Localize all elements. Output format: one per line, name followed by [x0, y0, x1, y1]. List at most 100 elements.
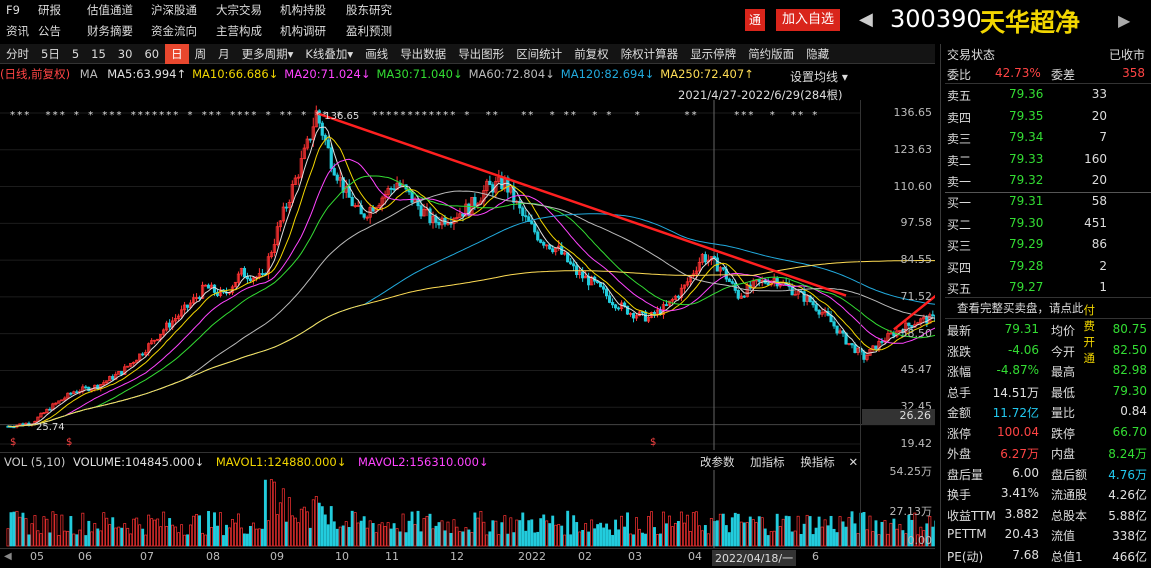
- toolbar-item[interactable]: 30: [112, 44, 139, 64]
- toolbar-item[interactable]: 除权计算器: [615, 44, 685, 64]
- top-menu-item[interactable]: 主营构成: [216, 23, 262, 39]
- bid-price: 79.30: [1009, 216, 1043, 230]
- volume-bar: [543, 515, 545, 546]
- toolbar-item[interactable]: 5: [66, 44, 85, 64]
- scroll-left-icon[interactable]: ◀: [4, 551, 12, 562]
- prev-stock-icon[interactable]: ◀: [859, 9, 873, 30]
- connect-button[interactable]: 通: [745, 9, 765, 31]
- weicha-value: 358: [1122, 66, 1145, 80]
- top-menu-item[interactable]: 财务摘要: [87, 23, 133, 39]
- top-menu-item[interactable]: 资讯: [6, 23, 29, 39]
- top-menu-item[interactable]: 公告: [38, 23, 61, 39]
- volume-bar: [719, 514, 721, 546]
- toolbar-item[interactable]: 月: [212, 44, 236, 64]
- bid-price: 79.31: [1009, 194, 1043, 208]
- toolbar-item[interactable]: 更多周期▾: [236, 44, 300, 64]
- stat-value: 79.30: [1113, 384, 1147, 398]
- toolbar-item[interactable]: 简约版面: [742, 44, 800, 64]
- volume-bar: [58, 535, 60, 546]
- volume-bar: [456, 527, 458, 546]
- volume-chart[interactable]: [0, 470, 935, 548]
- bid-price: 79.27: [1009, 280, 1043, 294]
- toolbar-item[interactable]: 分时: [0, 44, 35, 64]
- switch-indicator-button[interactable]: 换指标: [800, 455, 835, 469]
- toolbar-item[interactable]: 前复权: [568, 44, 615, 64]
- toolbar-item[interactable]: 导出图形: [452, 44, 510, 64]
- weicha-label: 委差: [1051, 66, 1075, 83]
- volume-bar: [297, 523, 299, 546]
- ma120-line: [8, 214, 935, 427]
- candle-body: [207, 285, 209, 288]
- toolbar-item[interactable]: 导出数据: [394, 44, 452, 64]
- volume-bar: [438, 523, 440, 546]
- volume-bar: [160, 527, 162, 546]
- kline-chart[interactable]: * * * * * * * * * * * * * * * * * * * * * * * * * * * * * * * * * * * * * * * *…: [0, 100, 935, 450]
- volume-bar: [148, 515, 150, 546]
- edit-params-button[interactable]: 改参数: [700, 455, 735, 469]
- toolbar-item[interactable]: 显示停牌: [684, 44, 742, 64]
- volume-bar: [13, 512, 15, 546]
- volume-bar: [492, 521, 494, 546]
- volume-bar: [749, 517, 751, 546]
- top-menu-item[interactable]: 机构调研: [280, 23, 326, 39]
- volume-bar: [767, 535, 769, 546]
- volume-bar: [417, 511, 419, 546]
- toolbar-item[interactable]: 区间统计: [510, 44, 568, 64]
- volume-bar: [447, 522, 449, 546]
- volume-bar: [7, 529, 9, 546]
- ask-label: 卖五: [947, 87, 971, 104]
- toolbar-item[interactable]: 15: [85, 44, 112, 64]
- toolbar-item[interactable]: 画线: [359, 44, 394, 64]
- volume-bar: [537, 532, 539, 546]
- add-watchlist-button[interactable]: 加入自选: [776, 9, 840, 31]
- top-menu-item[interactable]: 股东研究: [346, 2, 392, 18]
- toolbar-item[interactable]: 60: [138, 44, 165, 64]
- volume-bar: [222, 535, 224, 546]
- toolbar-item[interactable]: 隐藏: [800, 44, 835, 64]
- top-menu-item[interactable]: 资金流向: [151, 23, 197, 39]
- toolbar-item[interactable]: 5日: [35, 44, 66, 64]
- stat-label: 总值1: [1051, 548, 1083, 565]
- top-menu-item[interactable]: 沪深股通: [151, 2, 197, 18]
- volume-bar: [429, 514, 431, 546]
- volume-bar: [659, 534, 661, 546]
- volume-bar: [576, 522, 578, 546]
- stat-label: 最新: [947, 322, 971, 339]
- candle-body: [540, 240, 542, 242]
- volume-bar: [686, 515, 688, 546]
- toolbar-item[interactable]: K线叠加▾: [299, 44, 359, 64]
- event-marker: *: [46, 110, 51, 121]
- volume-bar: [854, 524, 856, 546]
- top-menu-item[interactable]: 估值通道: [87, 2, 133, 18]
- event-marker: *: [266, 110, 271, 121]
- next-stock-icon[interactable]: ▶: [1118, 11, 1130, 30]
- volume-bar: [109, 525, 111, 546]
- set-ma-button[interactable]: 设置均线 ▾: [790, 68, 848, 85]
- volume-bar: [740, 522, 742, 546]
- top-menu-item[interactable]: F9: [6, 3, 20, 17]
- toolbar-item[interactable]: 周: [189, 44, 213, 64]
- stat-label: 收益TTM: [947, 507, 996, 524]
- volume-bar: [216, 526, 218, 546]
- volume-bar: [824, 520, 826, 546]
- volume-bar: [231, 519, 233, 546]
- ask-volume: 20: [1092, 173, 1107, 187]
- toolbar-item[interactable]: 日: [165, 44, 189, 64]
- candle-body: [522, 208, 524, 216]
- stat-value: 7.68: [1012, 548, 1039, 562]
- top-menu-item[interactable]: 研报: [38, 2, 61, 18]
- top-menu-item[interactable]: 盈利预测: [346, 23, 392, 39]
- top-menu-item[interactable]: 机构持股: [280, 2, 326, 18]
- volume-bar: [234, 523, 236, 546]
- event-marker: *: [791, 110, 796, 121]
- close-icon[interactable]: ✕: [848, 455, 858, 469]
- event-marker: *: [692, 110, 697, 121]
- volume-bar: [276, 515, 278, 546]
- candle-body: [327, 140, 329, 148]
- volume-bar: [151, 519, 153, 546]
- volume-bar: [309, 528, 311, 546]
- top-menu-item[interactable]: 大宗交易: [216, 2, 262, 18]
- stat-value: 11.72亿: [993, 404, 1039, 421]
- add-indicator-button[interactable]: 加指标: [750, 455, 785, 469]
